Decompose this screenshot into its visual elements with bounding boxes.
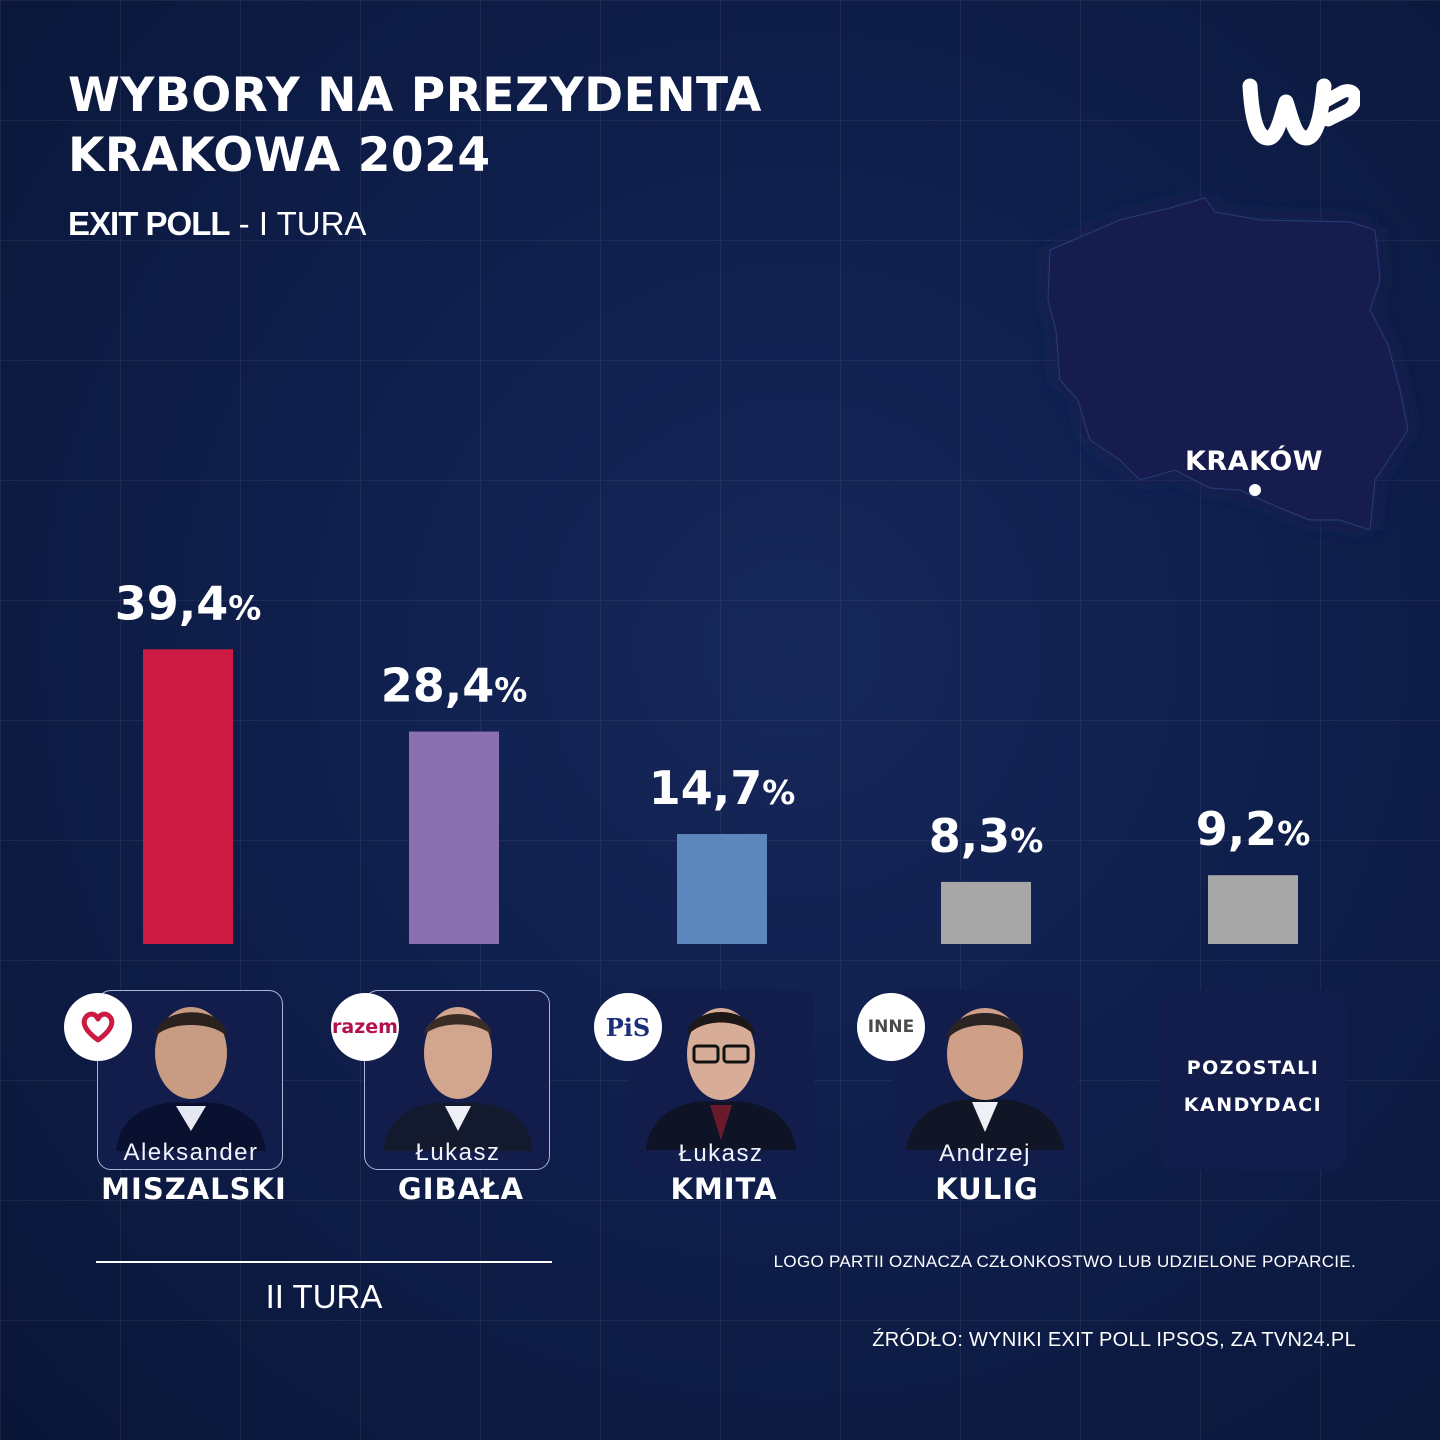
data-label: 8,3% bbox=[929, 809, 1044, 863]
runoff-label: II TURA bbox=[265, 1278, 383, 1315]
party-badge-label: PiS bbox=[605, 1012, 651, 1042]
bar bbox=[409, 731, 499, 944]
data-label: 28,4% bbox=[381, 659, 528, 713]
candidate-last-name: KMITA bbox=[670, 1172, 778, 1206]
candidate-last-name: KULIG bbox=[935, 1172, 1039, 1206]
inne-logo-icon: INNE bbox=[857, 993, 925, 1061]
bar bbox=[1208, 875, 1298, 944]
source-note: ŹRÓDŁO: WYNIKI EXIT POLL IPSOS, ZA TVN24… bbox=[872, 1329, 1356, 1351]
bar bbox=[677, 834, 767, 944]
razem-logo-icon: razem bbox=[331, 993, 399, 1061]
wp-logo-icon bbox=[1242, 78, 1360, 146]
candidate-first-name: Andrzej bbox=[939, 1140, 1031, 1167]
pis-logo-icon: PiS bbox=[594, 993, 662, 1061]
data-label: 14,7% bbox=[649, 761, 796, 815]
krakow-marker-icon bbox=[1249, 484, 1261, 496]
heart-logo-icon bbox=[64, 993, 132, 1061]
bar bbox=[941, 881, 1031, 944]
candidate-portrait bbox=[906, 1008, 1064, 1150]
runoff-divider bbox=[96, 1261, 552, 1263]
candidate-first-name: Łukasz bbox=[415, 1139, 501, 1166]
title-line-1: WYBORY NA PREZYDENTA bbox=[68, 68, 762, 123]
bar-chart: 39,4% 28,4% 14,7% 8,3% 9,2% bbox=[115, 576, 1311, 944]
data-label: 9,2% bbox=[1196, 802, 1311, 856]
chart-subtitle: EXIT POLL - I TURA bbox=[68, 205, 366, 243]
chart-title: WYBORY NA PREZYDENTA KRAKOWA 2024 bbox=[68, 66, 762, 186]
candidate-last-name: GIBAŁA bbox=[397, 1172, 525, 1206]
others-card bbox=[1160, 990, 1346, 1170]
subtitle-rest: - I TURA bbox=[229, 205, 367, 242]
subtitle-strong: EXIT POLL bbox=[68, 205, 231, 242]
candidate-first-name: Aleksander bbox=[123, 1139, 259, 1166]
candidate-last-name: MISZALSKI bbox=[101, 1172, 287, 1206]
others-label: POZOSTALI KANDYDACI bbox=[1160, 1050, 1346, 1124]
candidate-first-name: Łukasz bbox=[678, 1140, 764, 1167]
candidate-portrait bbox=[383, 1007, 533, 1151]
footnote: LOGO PARTII OZNACZA CZŁONKOSTWO LUB UDZI… bbox=[773, 1252, 1356, 1271]
others-line-1: POZOSTALI bbox=[1186, 1057, 1320, 1079]
map-city-label: KRAKÓW bbox=[1185, 446, 1324, 477]
candidate-portrait bbox=[646, 1008, 796, 1150]
candidate-card: Łukasz bbox=[364, 990, 550, 1170]
party-badge-label: INNE bbox=[867, 1017, 915, 1037]
bar bbox=[143, 649, 233, 944]
title-line-2: KRAKOWA 2024 bbox=[68, 128, 491, 183]
others-line-2: KANDYDACI bbox=[1183, 1094, 1323, 1116]
data-label: 39,4% bbox=[115, 576, 262, 630]
poland-map bbox=[1047, 197, 1409, 531]
candidate-portrait bbox=[116, 1007, 266, 1151]
party-badge-label: razem bbox=[332, 1016, 398, 1038]
